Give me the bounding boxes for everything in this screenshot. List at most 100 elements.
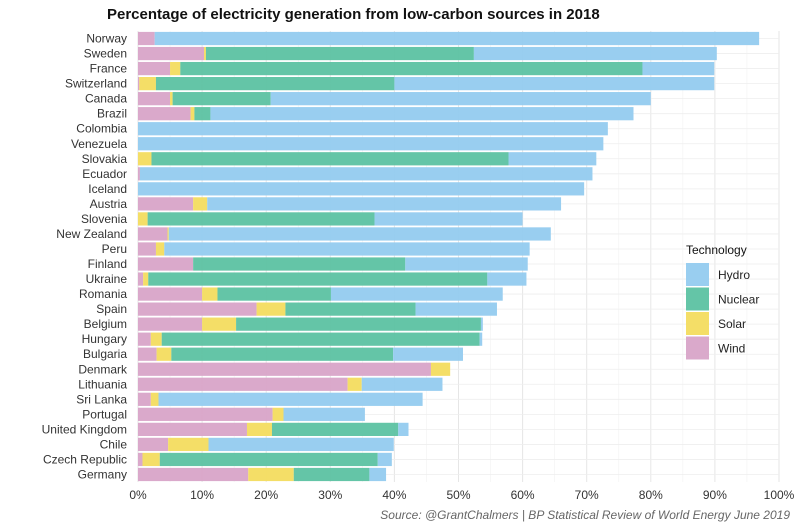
legend-key-hydro: [686, 263, 709, 286]
chart-title: Percentage of electricity generation fro…: [107, 6, 600, 23]
bar-wind: [138, 92, 171, 106]
bar-solar: [150, 332, 162, 346]
bar-nuclear: [293, 467, 370, 482]
y-tick-label: Iceland: [88, 182, 127, 196]
bar-nuclear: [194, 107, 211, 121]
bar-nuclear: [180, 61, 643, 76]
bar-nuclear: [217, 287, 331, 301]
bar-wind: [138, 317, 203, 331]
legend: Technology Hydro Nuclear Solar Wind: [686, 243, 759, 360]
bar-solar: [139, 77, 156, 91]
bar-hydro: [487, 272, 527, 286]
bar-wind: [138, 227, 168, 241]
bar-wind: [138, 302, 257, 316]
bar-solar: [347, 377, 362, 391]
bar-hydro: [210, 107, 634, 121]
bar-hydro: [480, 317, 483, 331]
legend-key-solar: [686, 312, 709, 335]
bar-wind: [138, 452, 143, 467]
bar-solar: [150, 392, 159, 406]
bar-wind: [138, 377, 348, 391]
y-tick-label: New Zealand: [56, 227, 127, 241]
bar-solar: [202, 317, 237, 331]
legend-key-wind: [686, 336, 709, 360]
x-tick-label: 40%: [382, 488, 406, 502]
bar-nuclear: [271, 422, 399, 436]
bar-solar: [143, 272, 149, 286]
bar-nuclear: [236, 317, 481, 331]
bar-hydro: [138, 182, 585, 196]
bar-nuclear: [148, 272, 488, 286]
x-tick-label: 80%: [639, 488, 663, 502]
y-tick-label: Austria: [90, 197, 128, 211]
bar-solar: [155, 242, 165, 256]
bar-wind: [138, 407, 273, 421]
x-tick-label: 90%: [703, 488, 727, 502]
bar-nuclear: [147, 212, 375, 226]
bar-solar: [246, 422, 272, 436]
bar-hydro: [208, 437, 394, 452]
y-tick-label: Hungary: [82, 332, 127, 346]
bar-nuclear: [193, 257, 406, 271]
x-tick-label: 60%: [511, 488, 535, 502]
bar-solar: [272, 407, 284, 421]
bar-wind: [138, 167, 140, 181]
y-tick-label: Bulgaria: [83, 347, 127, 361]
bar-wind: [138, 422, 247, 436]
bar-solar: [256, 302, 286, 316]
y-tick-label: Brazil: [97, 107, 127, 121]
bar-wind: [138, 107, 191, 121]
y-tick-label: France: [90, 62, 128, 76]
bar-hydro: [154, 31, 760, 46]
y-tick-label: Peru: [102, 242, 127, 256]
y-tick-label: Switzerland: [65, 77, 127, 91]
bar-wind: [138, 77, 140, 91]
x-axis: 0% 10% 20% 30% 40% 50% 60% 70% 80% 90% 100%: [129, 488, 794, 502]
bar-nuclear: [172, 92, 271, 106]
y-axis: NorwaySwedenFranceSwitzerlandCanadaBrazi…: [42, 32, 128, 482]
x-tick-label: 50%: [446, 488, 470, 502]
bar-nuclear: [159, 452, 378, 467]
bar-wind: [138, 347, 157, 361]
y-tick-label: Finland: [88, 257, 127, 271]
bar-solar: [170, 61, 181, 76]
y-tick-label: Canada: [85, 92, 127, 106]
bar-solar: [170, 92, 173, 106]
bar-solar: [142, 452, 160, 467]
bars: [138, 31, 760, 482]
bar-hydro: [642, 61, 715, 76]
bar-solar: [156, 347, 172, 361]
y-tick-label: Denmark: [78, 362, 128, 376]
y-tick-label: Lithuania: [78, 377, 127, 391]
legend-label-hydro: Hydro: [718, 268, 750, 282]
x-tick-label: 20%: [254, 488, 278, 502]
bar-wind: [138, 362, 431, 376]
y-tick-label: Germany: [78, 467, 127, 481]
bar-hydro: [415, 302, 497, 316]
bar-hydro: [398, 422, 409, 436]
bar-hydro: [168, 227, 551, 241]
y-tick-label: Ecuador: [82, 167, 127, 181]
bar-hydro: [138, 122, 608, 136]
bar-wind: [138, 257, 194, 271]
bar-hydro: [479, 332, 483, 346]
bar-solar: [168, 437, 209, 452]
bar-nuclear: [171, 347, 394, 361]
legend-label-nuclear: Nuclear: [718, 293, 759, 307]
bar-nuclear: [205, 46, 474, 61]
bar-hydro: [374, 212, 523, 226]
bar-nuclear: [155, 77, 395, 91]
bar-nuclear: [161, 332, 480, 346]
bar-hydro: [369, 467, 387, 482]
bar-hydro: [164, 242, 530, 256]
bar-wind: [138, 437, 169, 452]
bar-hydro: [473, 46, 717, 61]
bar-wind: [138, 467, 249, 482]
legend-label-solar: Solar: [718, 317, 746, 331]
bar-solar: [430, 362, 451, 376]
x-tick-label: 0%: [129, 488, 147, 502]
y-tick-label: Sri Lanka: [76, 392, 127, 406]
y-tick-label: Portugal: [82, 407, 127, 421]
y-tick-label: Czech Republic: [43, 452, 127, 466]
